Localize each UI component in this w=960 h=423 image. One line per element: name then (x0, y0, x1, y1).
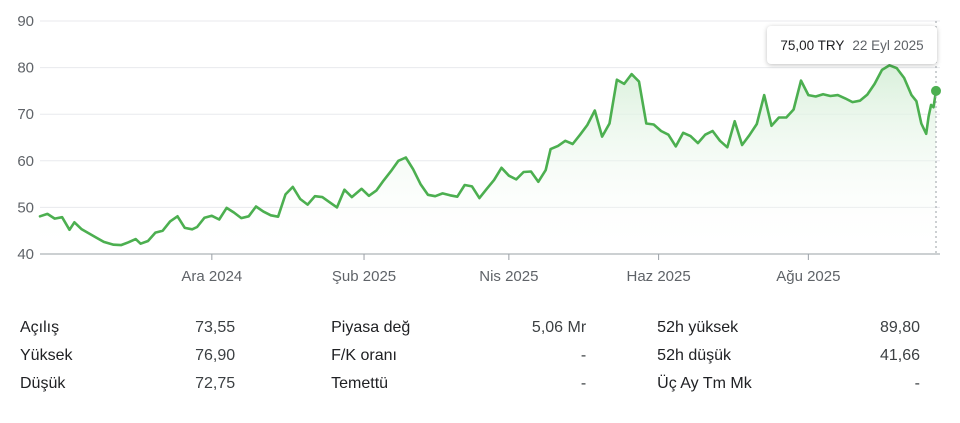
stat-label: Düşük (20, 375, 66, 392)
stat-row-market-cap: Piyasa değ 5,06 Mr (331, 314, 586, 342)
y-tick-label: 60 (17, 153, 34, 170)
stat-value: 89,80 (879, 319, 920, 336)
stat-value: - (914, 375, 920, 392)
stat-value: - (580, 347, 587, 364)
stat-row-pe-ratio: F/K oranı - (331, 342, 586, 370)
stat-label: Açılış (20, 319, 60, 336)
stats-column-2: Piyasa değ 5,06 Mr F/K oranı - Temettü - (331, 314, 586, 398)
key-stats: Açılış 73,55 Yüksek 76,90 Düşük 72,75 Pi… (20, 314, 920, 398)
stat-row-52w-low: 52h düşük 41,66 (657, 342, 920, 370)
x-tick-label: Şub 2025 (332, 268, 396, 285)
x-axis: Ara 2024 Şub 2025 Nis 2025 Haz 2025 Ağu 2025 (181, 254, 840, 285)
price-line (38, 64, 938, 247)
price-tooltip: 75,00 TRY 22 Eyl 2025 (767, 26, 937, 64)
y-axis: 40 50 60 70 80 90 (17, 13, 34, 263)
stat-label: Üç Ay Tm Mk (657, 375, 752, 392)
stat-label: F/K oranı (331, 347, 397, 364)
stat-label: 52h düşük (657, 347, 732, 364)
stat-value: 5,06 Mr (531, 319, 587, 336)
stat-row-high: Yüksek 76,90 (20, 342, 235, 370)
stat-row-52w-high: 52h yüksek 89,80 (657, 314, 920, 342)
stat-label: 52h yüksek (657, 319, 739, 336)
stat-label: Yüksek (20, 347, 73, 364)
stats-column-3: 52h yüksek 89,80 52h düşük 41,66 Üç Ay T… (657, 314, 920, 398)
stat-value: 73,55 (195, 319, 236, 336)
stat-row-3m-avg-volume: Üç Ay Tm Mk - (657, 370, 920, 398)
y-tick-label: 50 (17, 199, 34, 216)
y-tick-label: 80 (17, 60, 34, 77)
tooltip-price: 75,00 TRY (780, 37, 845, 53)
x-tick-label: Haz 2025 (626, 268, 690, 285)
stat-value: 41,66 (879, 347, 920, 364)
stat-row-low: Düşük 72,75 (20, 370, 235, 398)
stat-value: - (580, 375, 587, 392)
stats-column-1: Açılış 73,55 Yüksek 76,90 Düşük 72,75 (20, 314, 235, 398)
y-tick-label: 90 (17, 13, 34, 30)
stat-row-dividend: Temettü - (331, 370, 586, 398)
x-tick-label: Ara 2024 (181, 268, 242, 285)
stat-row-open: Açılış 73,55 (20, 314, 235, 342)
x-tick-label: Nis 2025 (479, 268, 538, 285)
price-chart[interactable]: 40 50 60 70 80 90 Ara 2024 Şub 2025 Nis 2025 Haz… (0, 0, 960, 300)
stat-label: Piyasa değ (331, 319, 411, 336)
hover-point[interactable] (931, 85, 941, 96)
stat-value: 72,75 (195, 375, 236, 392)
y-tick-label: 40 (17, 246, 34, 263)
tooltip-date: 22 Eyl 2025 (852, 37, 924, 53)
y-tick-label: 70 (17, 106, 34, 123)
stat-value: 76,90 (195, 347, 236, 364)
x-tick-label: Ağu 2025 (776, 268, 840, 285)
stat-label: Temettü (331, 375, 389, 392)
price-area-fill (40, 65, 936, 254)
